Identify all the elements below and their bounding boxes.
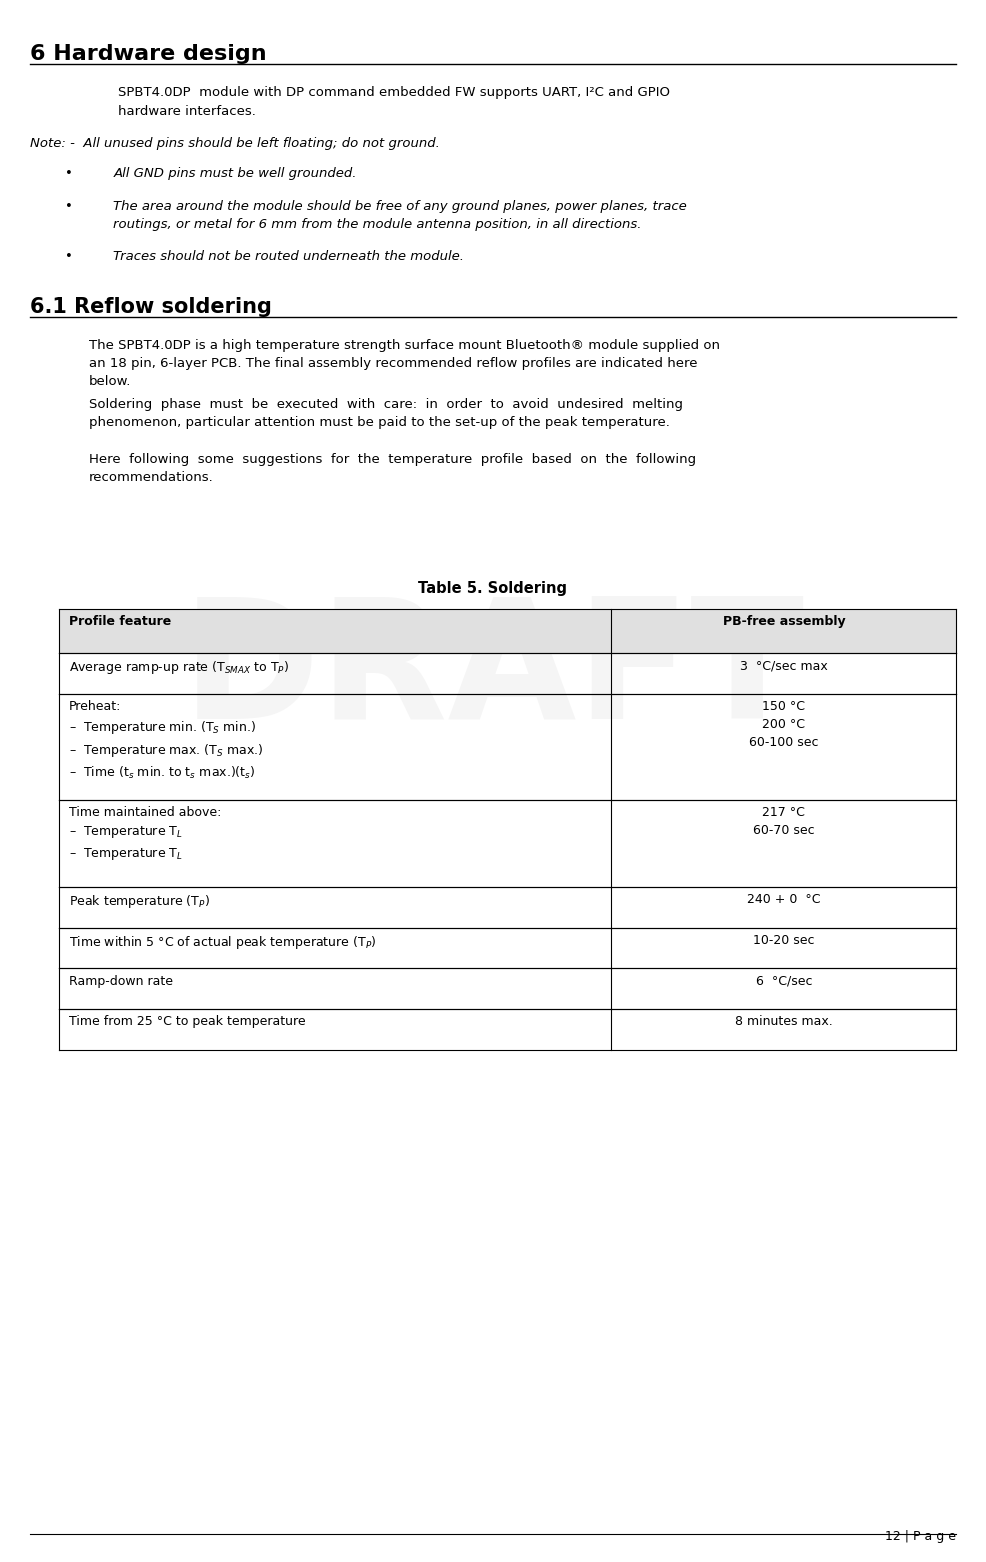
- Text: Traces should not be routed underneath the module.: Traces should not be routed underneath t…: [113, 250, 464, 262]
- Text: Note: -  All unused pins should be left floating; do not ground.: Note: - All unused pins should be left f…: [30, 137, 440, 150]
- Text: •: •: [64, 200, 72, 212]
- Text: 6.1 Reflow soldering: 6.1 Reflow soldering: [30, 297, 271, 317]
- Text: The area around the module should be free of any ground planes, power planes, tr: The area around the module should be fre…: [113, 200, 687, 231]
- Text: •: •: [64, 250, 72, 262]
- Text: 150 °C
200 °C
60-100 sec: 150 °C 200 °C 60-100 sec: [749, 700, 818, 748]
- Text: SPBT4.0DP  module with DP command embedded FW supports UART, I²C and GPIO
hardwa: SPBT4.0DP module with DP command embedde…: [118, 86, 670, 117]
- Text: Time from 25 °C to peak temperature: Time from 25 °C to peak temperature: [69, 1015, 306, 1028]
- Text: Table 5. Soldering: Table 5. Soldering: [418, 581, 568, 597]
- Text: Here  following  some  suggestions  for  the  temperature  profile  based  on  t: Here following some suggestions for the …: [89, 453, 696, 484]
- Text: DRAFT: DRAFT: [181, 590, 805, 753]
- Text: •: •: [64, 167, 72, 180]
- Text: All GND pins must be well grounded.: All GND pins must be well grounded.: [113, 167, 357, 180]
- Text: The SPBT4.0DP is a high temperature strength surface mount Bluetooth® module sup: The SPBT4.0DP is a high temperature stre…: [89, 339, 720, 387]
- Text: PB-free assembly: PB-free assembly: [723, 615, 845, 628]
- Text: 6  °C/sec: 6 °C/sec: [755, 975, 812, 987]
- Text: 6 Hardware design: 6 Hardware design: [30, 44, 266, 64]
- Text: 10-20 sec: 10-20 sec: [753, 934, 814, 947]
- Text: Time within 5 °C of actual peak temperature (T$_P$): Time within 5 °C of actual peak temperat…: [69, 934, 377, 951]
- Text: Profile feature: Profile feature: [69, 615, 172, 628]
- Bar: [59, 609, 956, 653]
- Text: 8 minutes max.: 8 minutes max.: [735, 1015, 833, 1028]
- Text: 3  °C/sec max: 3 °C/sec max: [740, 659, 827, 672]
- Text: Time maintained above:
–  Temperature T$_L$
–  Temperature T$_L$: Time maintained above: – Temperature T$_…: [69, 806, 222, 862]
- Text: 217 °C
60-70 sec: 217 °C 60-70 sec: [753, 806, 814, 837]
- Text: Average ramp-up rate (T$_{SMAX}$ to T$_P$): Average ramp-up rate (T$_{SMAX}$ to T$_P…: [69, 659, 290, 676]
- Text: 12 | P a g e: 12 | P a g e: [885, 1531, 956, 1543]
- Text: Peak temperature (T$_P$): Peak temperature (T$_P$): [69, 893, 210, 911]
- Text: Ramp-down rate: Ramp-down rate: [69, 975, 173, 987]
- Text: 240 + 0  °C: 240 + 0 °C: [747, 893, 820, 906]
- Text: Preheat:
–  Temperature min. (T$_S$ min.)
–  Temperature max. (T$_S$ max.)
–  Ti: Preheat: – Temperature min. (T$_S$ min.)…: [69, 700, 263, 781]
- Text: Soldering  phase  must  be  executed  with  care:  in  order  to  avoid  undesir: Soldering phase must be executed with ca…: [89, 398, 682, 430]
